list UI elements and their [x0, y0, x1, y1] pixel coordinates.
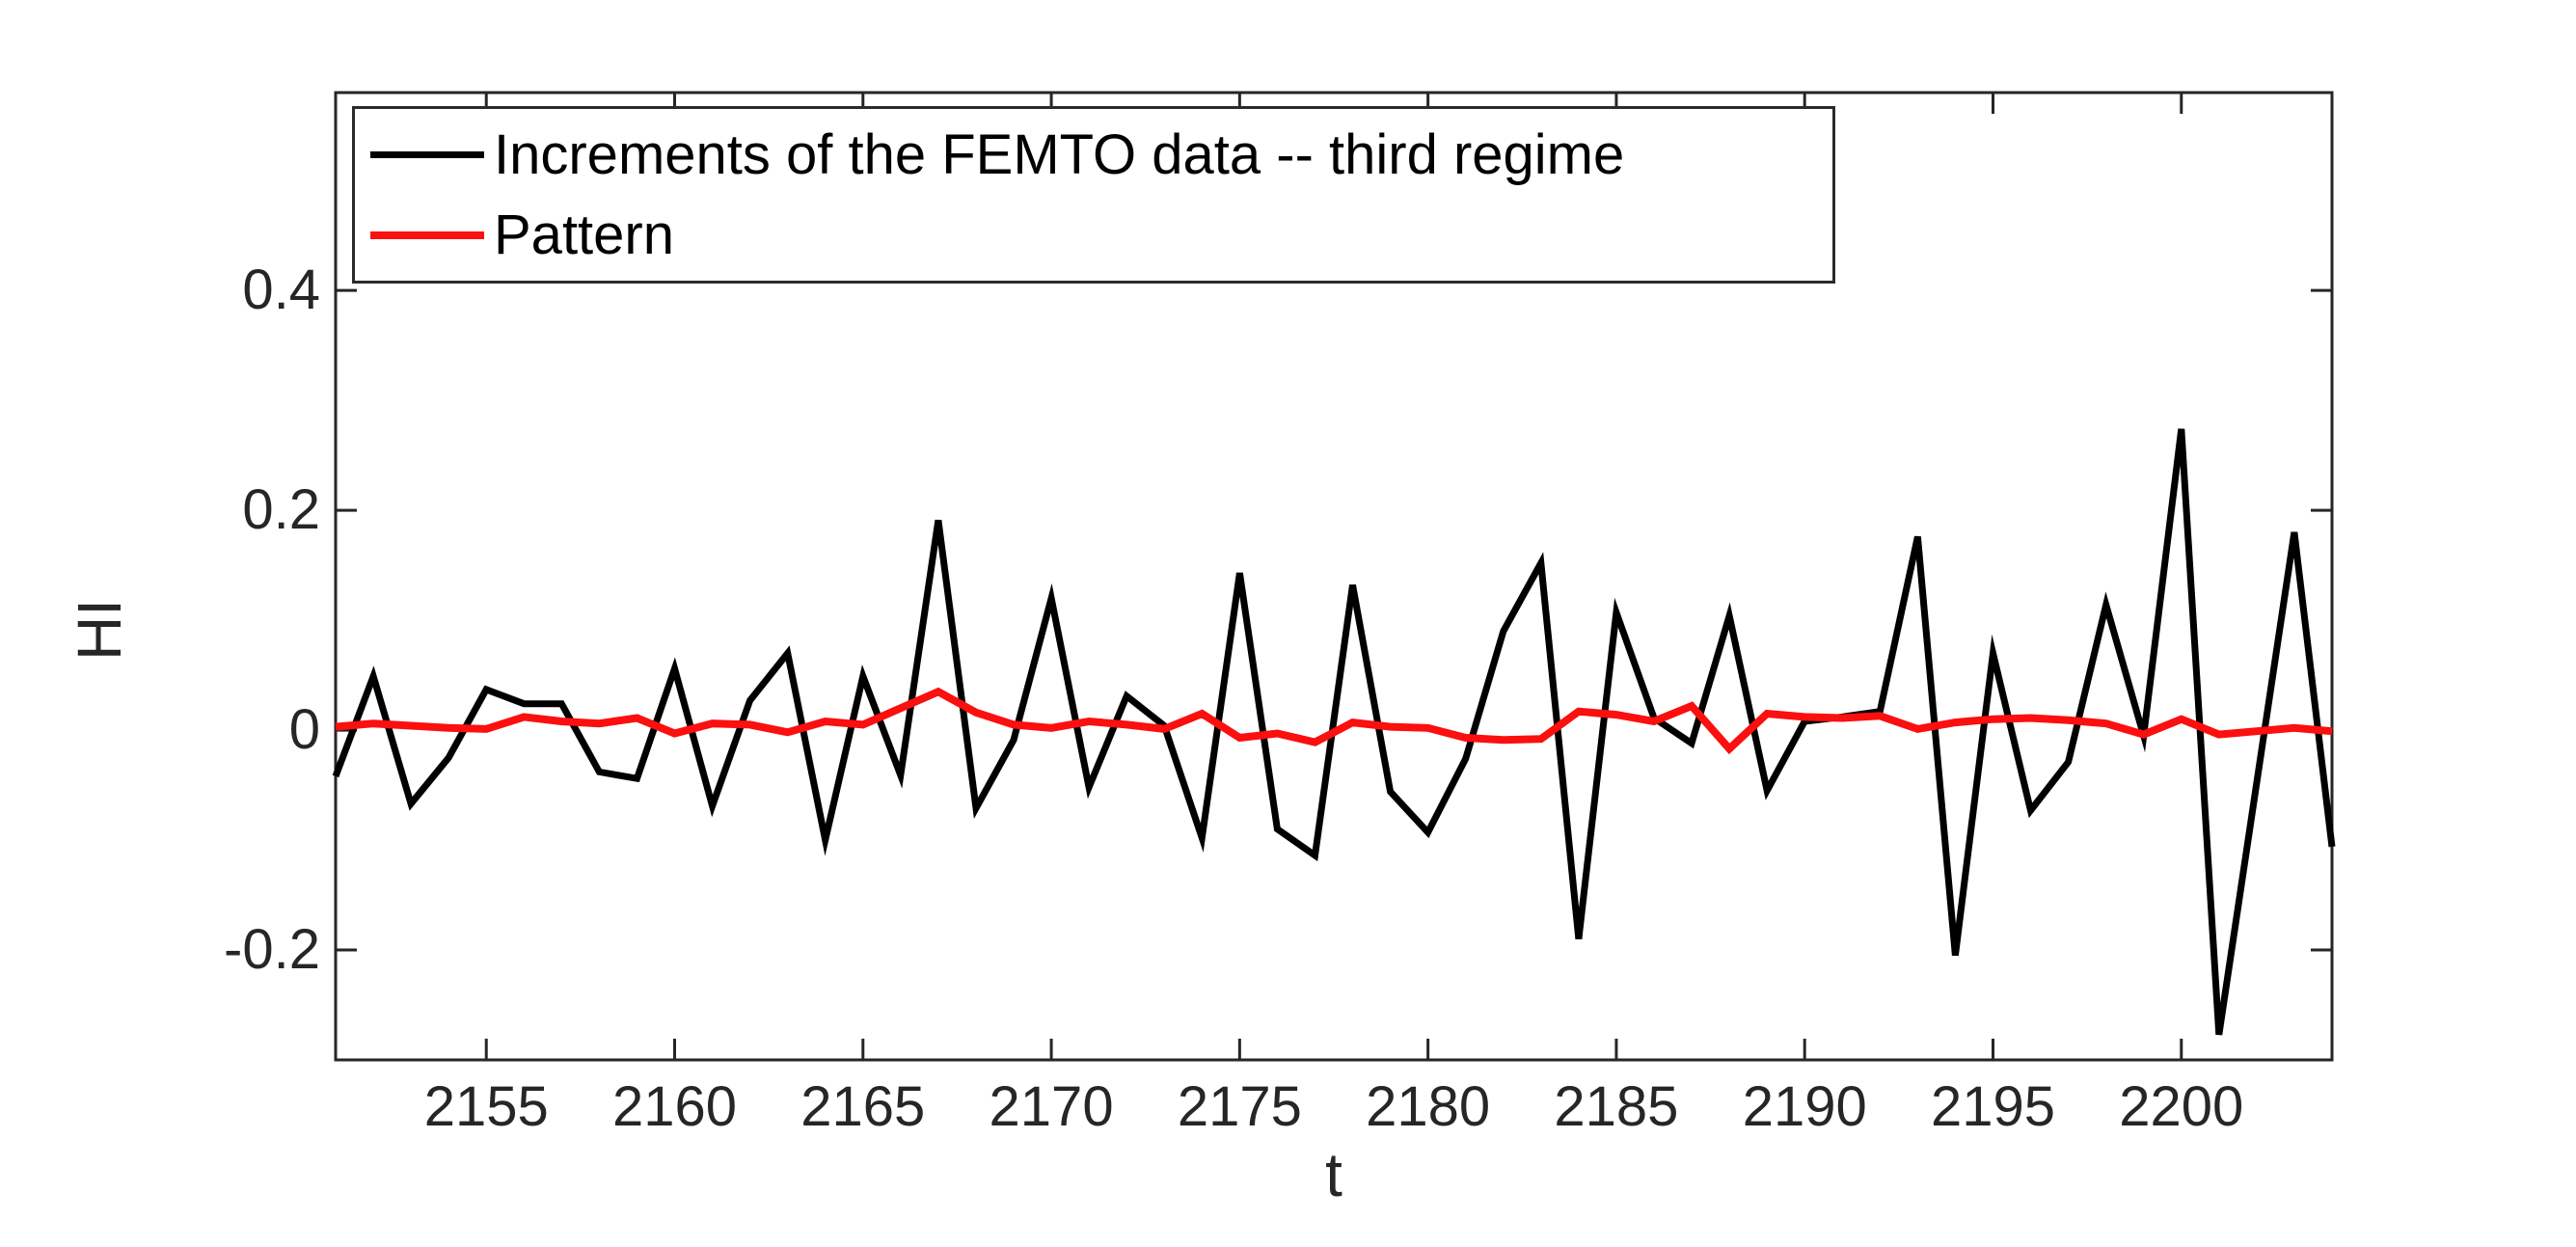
x-tick-label: 2160	[611, 1075, 738, 1138]
series-line-femto-increments	[332, 428, 2336, 1036]
legend-label-femto: Increments of the FEMTO data -- third re…	[494, 122, 1625, 186]
legend-swatch-pattern-line	[370, 230, 484, 239]
y-tick-label: 0	[288, 698, 320, 762]
y-tick-label: 0.2	[242, 478, 320, 542]
x-tick-label: 2195	[1930, 1075, 2055, 1138]
legend-item-pattern: Pattern	[370, 202, 1832, 269]
series-line-pattern	[335, 687, 2333, 755]
x-axis-label: t	[1325, 1140, 1342, 1209]
x-tick-label: 2200	[2119, 1075, 2244, 1138]
x-tick-label: 2185	[1554, 1075, 1679, 1138]
legend-swatch-femto-line	[370, 151, 484, 158]
legend: Increments of the FEMTO data -- third re…	[352, 106, 1835, 284]
y-tick-label: 0.4	[242, 258, 320, 322]
x-tick-label: 2170	[989, 1075, 1114, 1138]
x-tick-label: 2155	[423, 1075, 549, 1138]
y-axis-label: HI	[65, 598, 134, 661]
y-tick-label: -0.2	[224, 918, 320, 982]
data-series	[332, 428, 2336, 1036]
x-tick-label: 2165	[800, 1075, 926, 1138]
legend-label-pattern: Pattern	[494, 203, 674, 266]
x-tick-label: 2190	[1742, 1075, 1867, 1138]
axes-box	[334, 91, 2334, 1062]
x-tick-label: 2180	[1366, 1075, 1491, 1138]
legend-item-femto: Increments of the FEMTO data -- third re…	[370, 122, 1832, 189]
x-tick-label: 2175	[1177, 1075, 1302, 1138]
axes-border	[334, 91, 2334, 1062]
